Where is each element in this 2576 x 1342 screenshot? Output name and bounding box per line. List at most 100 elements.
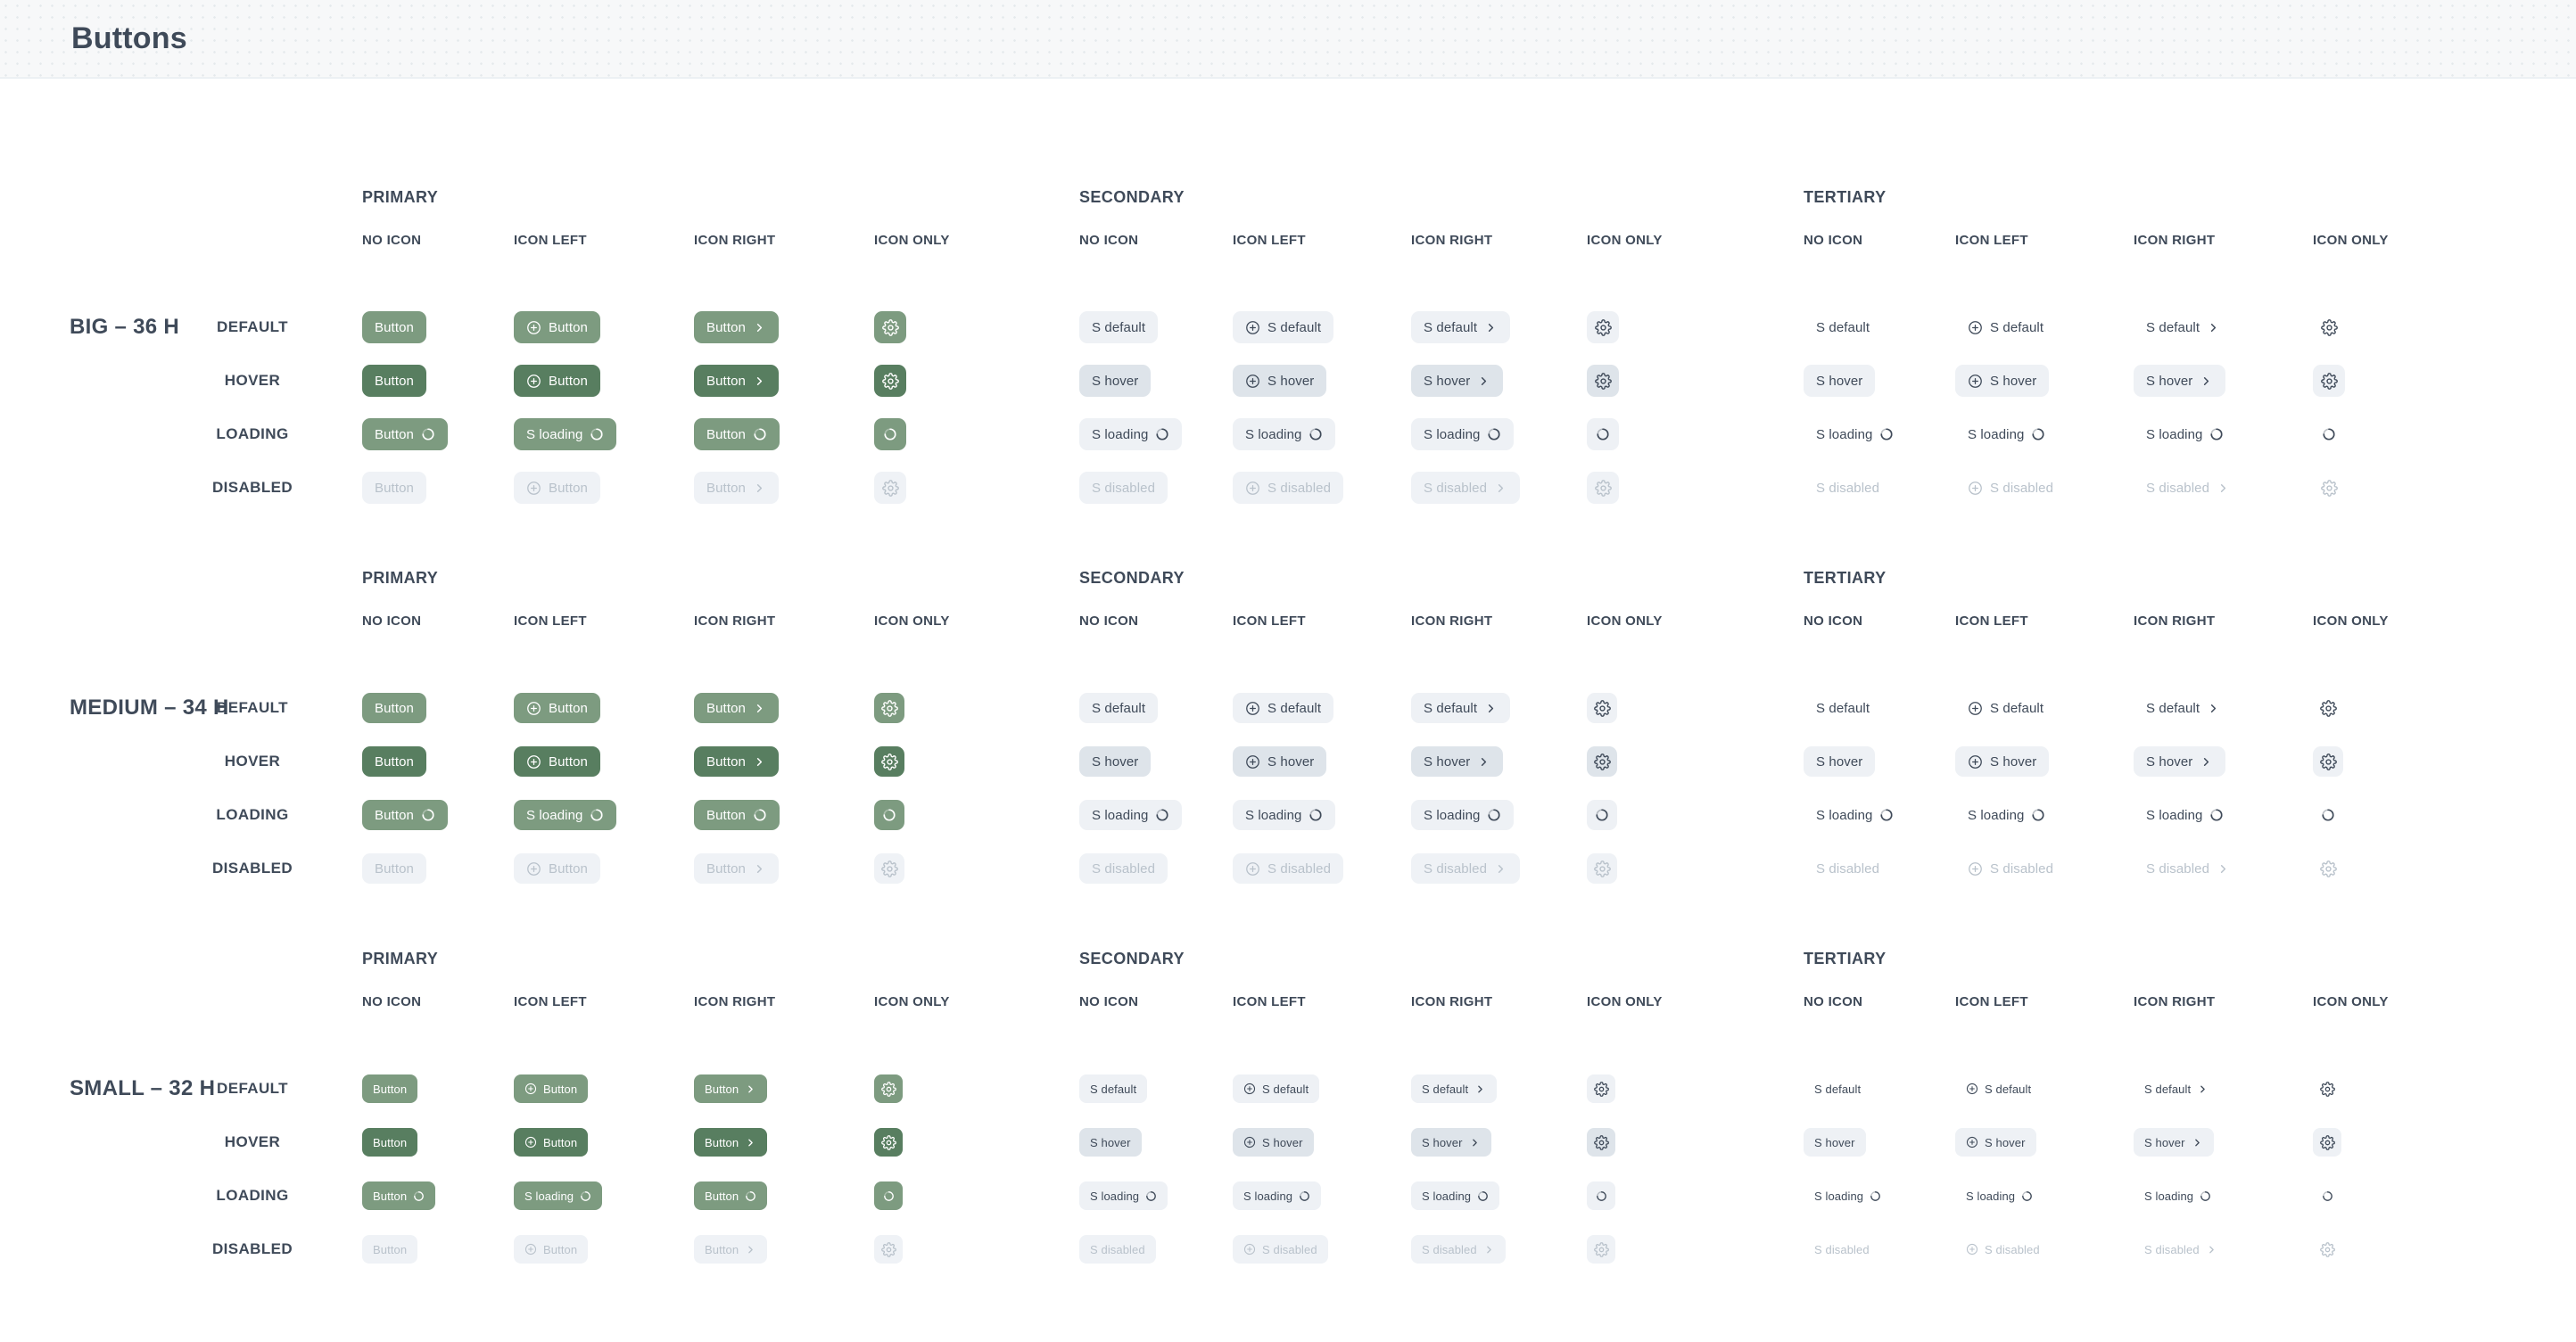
secondary-hover-icon-only-button[interactable] <box>1587 365 1619 397</box>
secondary-loading-icon-right-button[interactable]: S loading <box>1411 1181 1500 1210</box>
tertiary-loading-icon-left-button[interactable]: S loading <box>1955 800 2058 830</box>
primary-loading-icon-left-button[interactable]: S loading <box>514 800 617 830</box>
tertiary-default-icon-right-button[interactable]: S default <box>2134 1074 2219 1103</box>
primary-default-icon-left-button[interactable]: Button <box>514 693 600 723</box>
primary-hover-icon-only-button[interactable] <box>874 1128 903 1157</box>
secondary-default-no-icon-button[interactable]: S default <box>1079 311 1159 343</box>
tertiary-default-icon-only-button[interactable] <box>2313 693 2343 723</box>
secondary-hover-icon-right-button[interactable]: S hover <box>1411 1128 1491 1157</box>
tertiary-default-no-icon-button[interactable]: S default <box>1804 1074 1871 1103</box>
primary-hover-no-icon-button[interactable]: Button <box>362 1128 418 1157</box>
primary-hover-icon-only-button[interactable] <box>874 365 906 397</box>
primary-loading-icon-right-button[interactable]: Button <box>694 418 780 450</box>
primary-default-no-icon-button[interactable]: Button <box>362 311 426 343</box>
primary-hover-icon-right-button[interactable]: Button <box>694 746 779 777</box>
secondary-loading-icon-left-button[interactable]: S loading <box>1233 800 1336 830</box>
primary-loading-icon-right-button[interactable]: Button <box>694 800 780 830</box>
secondary-loading-icon-only-button[interactable] <box>1587 800 1617 830</box>
secondary-default-icon-right-button[interactable]: S default <box>1411 1074 1498 1103</box>
primary-default-icon-only-button[interactable] <box>874 1074 903 1103</box>
secondary-hover-no-icon-button[interactable]: S hover <box>1079 1128 1142 1157</box>
secondary-loading-no-icon-button[interactable]: S loading <box>1079 418 1183 450</box>
secondary-default-icon-left-button[interactable]: S default <box>1233 693 1334 723</box>
tertiary-loading-icon-right-button[interactable]: S loading <box>2134 418 2236 450</box>
tertiary-loading-icon-only-button[interactable] <box>2313 1181 2341 1210</box>
secondary-loading-icon-left-button[interactable]: S loading <box>1233 1181 1322 1210</box>
secondary-hover-icon-left-button[interactable]: S hover <box>1233 365 1327 397</box>
primary-hover-icon-right-button[interactable]: Button <box>694 1128 768 1157</box>
primary-default-icon-right-button[interactable]: Button <box>694 311 779 343</box>
tertiary-hover-icon-only-button[interactable] <box>2313 1128 2341 1157</box>
tertiary-hover-icon-left-button[interactable]: S hover <box>1955 365 2050 397</box>
primary-loading-icon-only-button[interactable] <box>874 418 906 450</box>
secondary-default-icon-right-button[interactable]: S default <box>1411 311 1511 343</box>
secondary-default-icon-only-button[interactable] <box>1587 1074 1615 1103</box>
tertiary-default-icon-left-button[interactable]: S default <box>1955 1074 2042 1103</box>
primary-hover-no-icon-button[interactable]: Button <box>362 746 426 777</box>
secondary-default-icon-right-button[interactable]: S default <box>1411 693 1511 723</box>
tertiary-loading-icon-left-button[interactable]: S loading <box>1955 1181 2043 1210</box>
primary-hover-icon-left-button[interactable]: Button <box>514 1128 589 1157</box>
tertiary-loading-no-icon-button[interactable]: S loading <box>1804 1181 1892 1210</box>
tertiary-hover-icon-left-button[interactable]: S hover <box>1955 1128 2036 1157</box>
secondary-default-icon-only-button[interactable] <box>1587 693 1617 723</box>
tertiary-hover-icon-right-button[interactable]: S hover <box>2134 746 2226 777</box>
secondary-hover-icon-right-button[interactable]: S hover <box>1411 365 1504 397</box>
primary-default-no-icon-button[interactable]: Button <box>362 693 426 723</box>
secondary-hover-no-icon-button[interactable]: S hover <box>1079 365 1152 397</box>
primary-loading-icon-only-button[interactable] <box>874 800 904 830</box>
secondary-default-no-icon-button[interactable]: S default <box>1079 1074 1148 1103</box>
secondary-default-icon-left-button[interactable]: S default <box>1233 311 1334 343</box>
primary-loading-no-icon-button[interactable]: Button <box>362 1181 436 1210</box>
secondary-loading-icon-only-button[interactable] <box>1587 1181 1615 1210</box>
secondary-default-no-icon-button[interactable]: S default <box>1079 693 1159 723</box>
secondary-hover-no-icon-button[interactable]: S hover <box>1079 746 1152 777</box>
primary-default-icon-left-button[interactable]: Button <box>514 1074 589 1103</box>
primary-hover-icon-only-button[interactable] <box>874 746 904 777</box>
tertiary-hover-icon-right-button[interactable]: S hover <box>2134 365 2226 397</box>
secondary-loading-no-icon-button[interactable]: S loading <box>1079 1181 1168 1210</box>
secondary-default-icon-left-button[interactable]: S default <box>1233 1074 1320 1103</box>
primary-loading-no-icon-button[interactable]: Button <box>362 418 448 450</box>
tertiary-default-no-icon-button[interactable]: S default <box>1804 311 1882 343</box>
tertiary-loading-icon-only-button[interactable] <box>2313 800 2343 830</box>
tertiary-hover-icon-left-button[interactable]: S hover <box>1955 746 2050 777</box>
primary-loading-no-icon-button[interactable]: Button <box>362 800 448 830</box>
tertiary-default-icon-left-button[interactable]: S default <box>1955 693 2056 723</box>
primary-default-icon-only-button[interactable] <box>874 311 906 343</box>
primary-hover-no-icon-button[interactable]: Button <box>362 365 426 397</box>
tertiary-hover-icon-only-button[interactable] <box>2313 365 2345 397</box>
primary-loading-icon-left-button[interactable]: S loading <box>514 418 617 450</box>
tertiary-default-no-icon-button[interactable]: S default <box>1804 693 1882 723</box>
secondary-hover-icon-only-button[interactable] <box>1587 746 1617 777</box>
tertiary-loading-no-icon-button[interactable]: S loading <box>1804 800 1906 830</box>
primary-loading-icon-right-button[interactable]: Button <box>694 1181 768 1210</box>
primary-hover-icon-left-button[interactable]: Button <box>514 746 600 777</box>
tertiary-default-icon-only-button[interactable] <box>2313 311 2345 343</box>
primary-loading-icon-left-button[interactable]: S loading <box>514 1181 603 1210</box>
secondary-loading-icon-only-button[interactable] <box>1587 418 1619 450</box>
primary-default-icon-left-button[interactable]: Button <box>514 311 600 343</box>
tertiary-loading-no-icon-button[interactable]: S loading <box>1804 418 1906 450</box>
secondary-hover-icon-right-button[interactable]: S hover <box>1411 746 1504 777</box>
tertiary-loading-icon-right-button[interactable]: S loading <box>2134 1181 2222 1210</box>
tertiary-default-icon-only-button[interactable] <box>2313 1074 2341 1103</box>
tertiary-hover-no-icon-button[interactable]: S hover <box>1804 365 1876 397</box>
secondary-loading-no-icon-button[interactable]: S loading <box>1079 800 1183 830</box>
primary-default-icon-only-button[interactable] <box>874 693 904 723</box>
primary-hover-icon-right-button[interactable]: Button <box>694 365 779 397</box>
tertiary-default-icon-right-button[interactable]: S default <box>2134 311 2233 343</box>
tertiary-loading-icon-only-button[interactable] <box>2313 418 2345 450</box>
primary-default-icon-right-button[interactable]: Button <box>694 1074 768 1103</box>
primary-default-icon-right-button[interactable]: Button <box>694 693 779 723</box>
tertiary-hover-no-icon-button[interactable]: S hover <box>1804 746 1876 777</box>
secondary-default-icon-only-button[interactable] <box>1587 311 1619 343</box>
tertiary-loading-icon-left-button[interactable]: S loading <box>1955 418 2058 450</box>
tertiary-default-icon-right-button[interactable]: S default <box>2134 693 2233 723</box>
primary-default-no-icon-button[interactable]: Button <box>362 1074 418 1103</box>
tertiary-hover-icon-only-button[interactable] <box>2313 746 2343 777</box>
primary-loading-icon-only-button[interactable] <box>874 1181 903 1210</box>
secondary-hover-icon-left-button[interactable]: S hover <box>1233 1128 1314 1157</box>
secondary-loading-icon-left-button[interactable]: S loading <box>1233 418 1336 450</box>
tertiary-hover-icon-right-button[interactable]: S hover <box>2134 1128 2214 1157</box>
